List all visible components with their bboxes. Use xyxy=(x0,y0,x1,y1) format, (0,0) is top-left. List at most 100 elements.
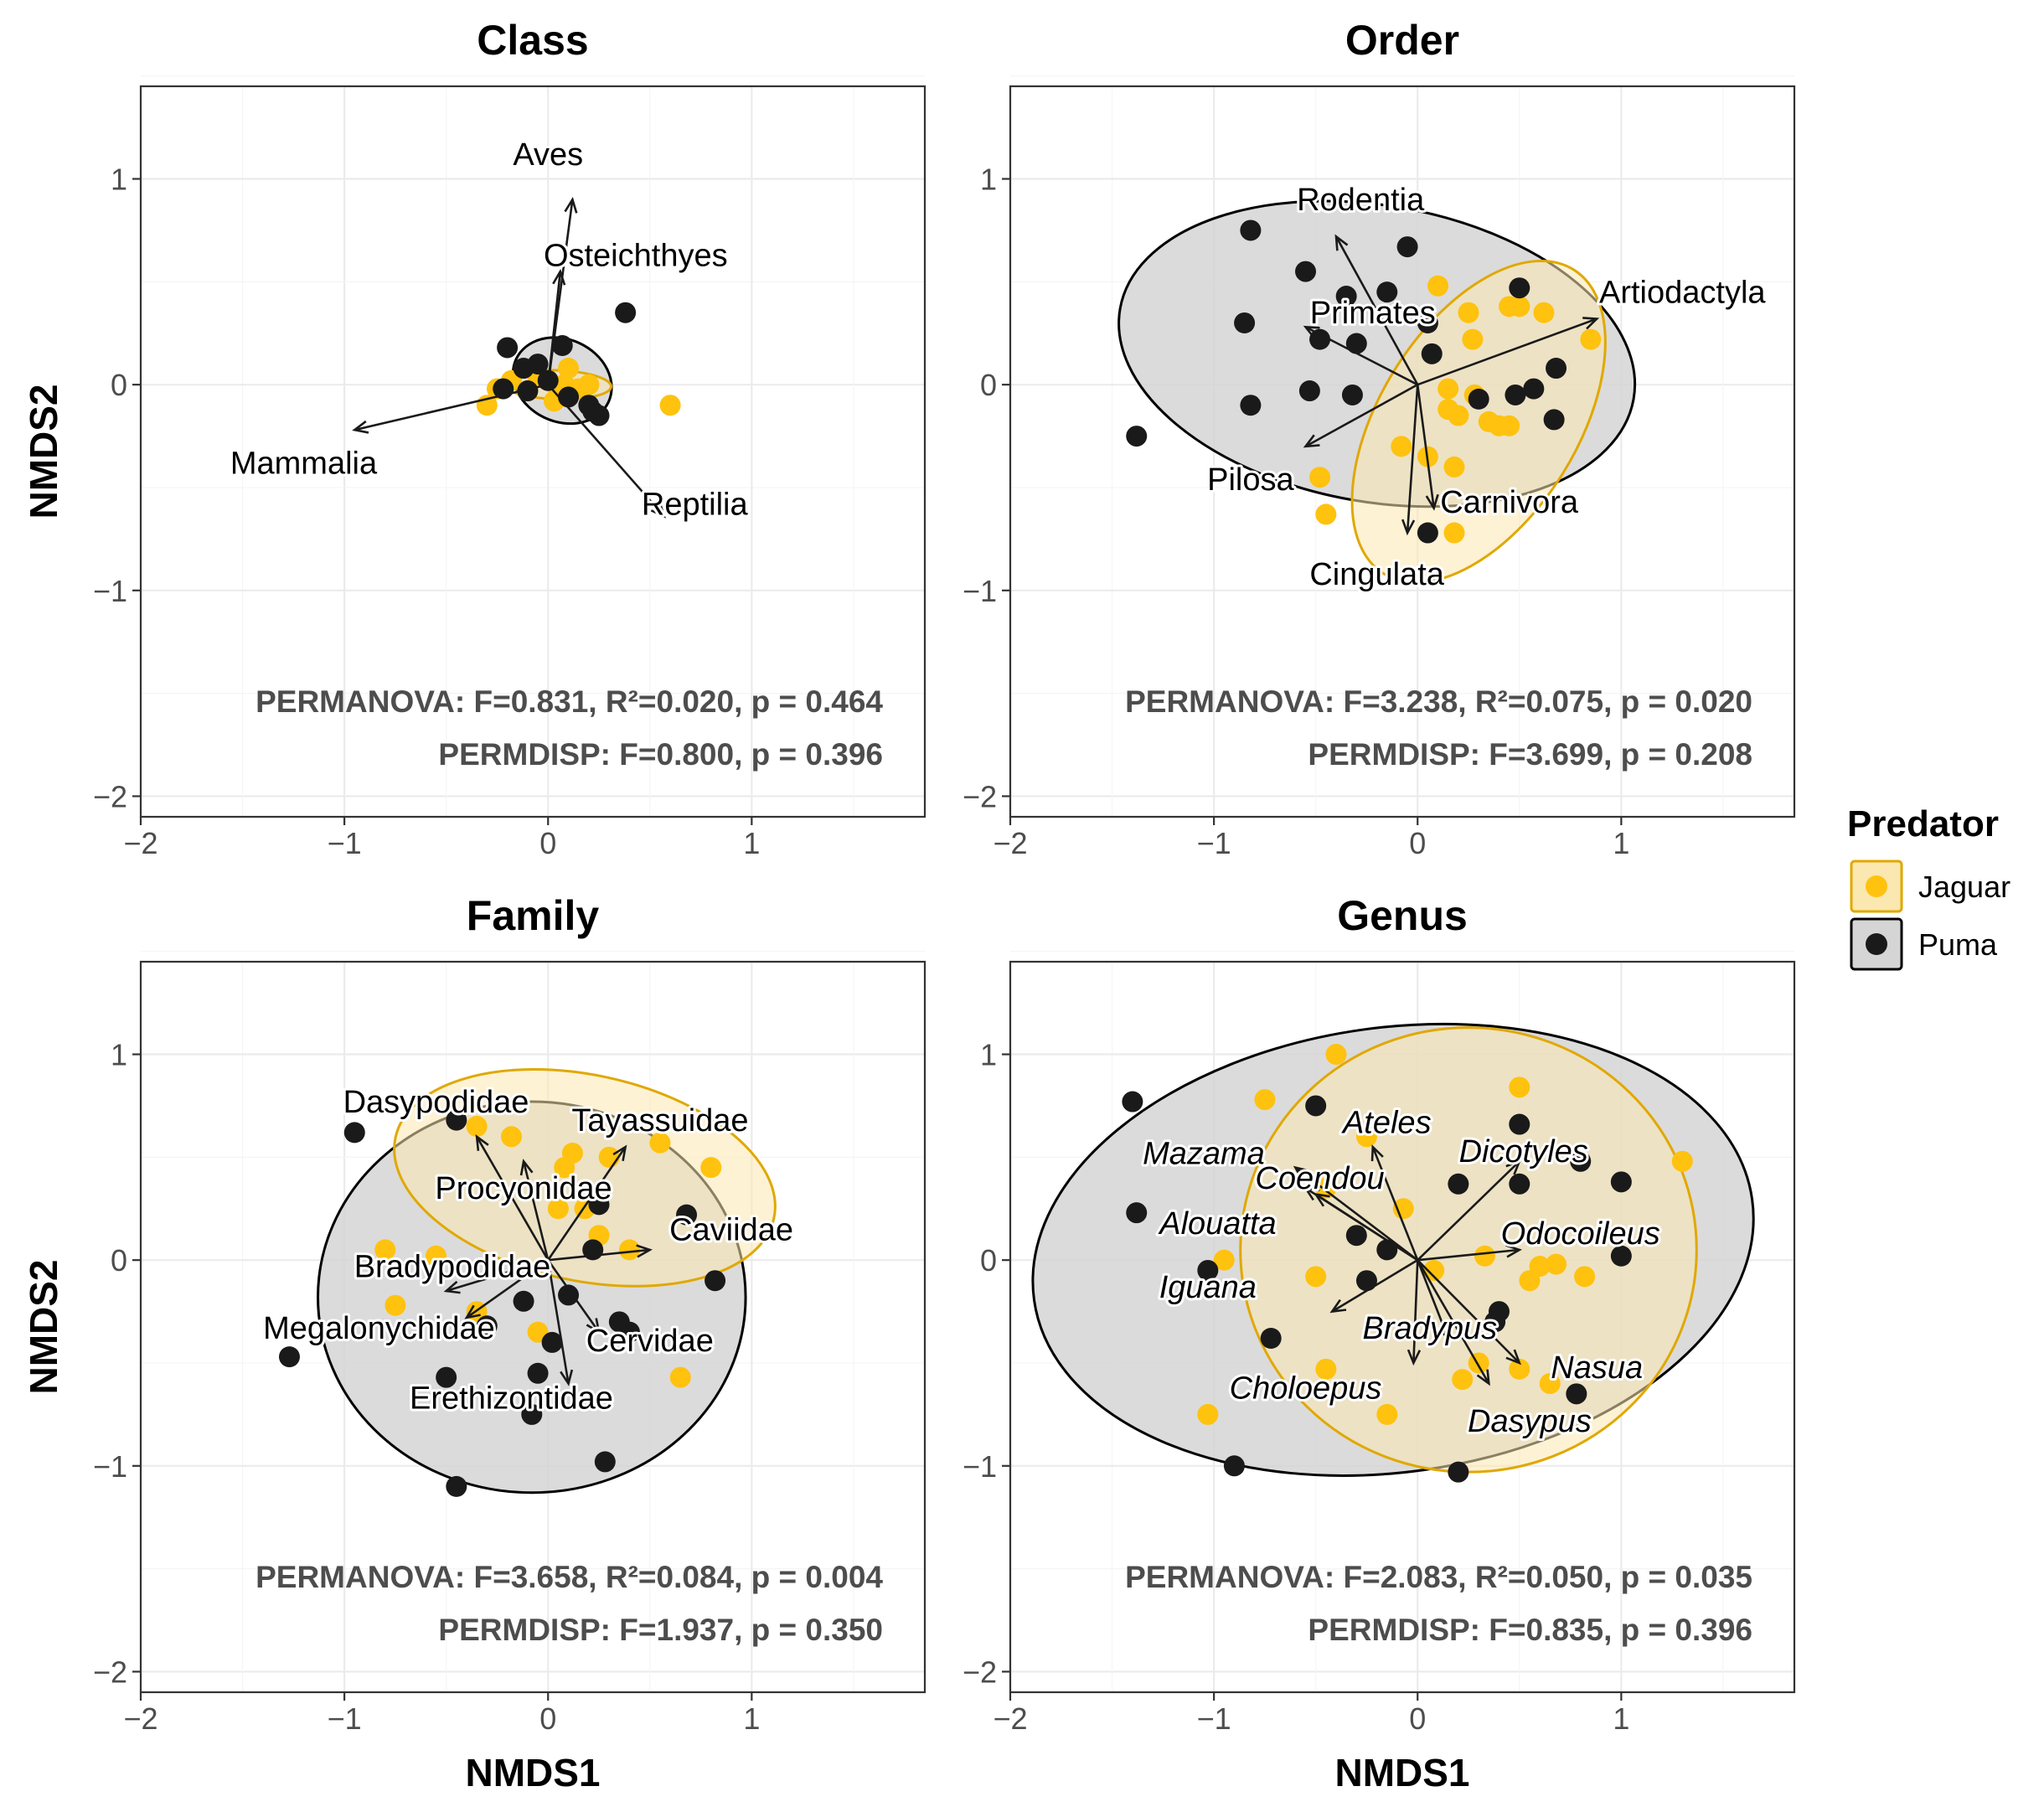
point-jaguar xyxy=(1309,467,1331,488)
vector-arrow xyxy=(546,271,562,385)
vector-label: Osteichthyes xyxy=(544,238,728,273)
point-jaguar xyxy=(1533,302,1555,323)
vector-arrow xyxy=(547,1259,601,1333)
vector-arrowhead xyxy=(352,420,369,434)
point-puma xyxy=(1421,343,1443,364)
vector-arrowhead xyxy=(1313,1192,1330,1207)
y-tick-label: 0 xyxy=(980,1243,997,1278)
legend: Predator Jaguar Puma xyxy=(1847,803,2010,971)
vector-arrowhead xyxy=(612,1144,627,1162)
x-tick-label: −1 xyxy=(328,1701,362,1736)
point-jaguar xyxy=(1391,436,1412,457)
vector-arrow xyxy=(1417,1248,1520,1262)
permanova-text: PERMANOVA: F=3.238, R²=0.075, p = 0.020 xyxy=(1125,684,1752,719)
vector-arrowhead xyxy=(1303,434,1320,448)
point-puma xyxy=(1509,1173,1530,1195)
vector-arrow xyxy=(547,384,665,518)
legend-key-jaguar xyxy=(1850,860,1903,913)
vector-label: Primates xyxy=(1310,296,1436,331)
point-puma xyxy=(594,1451,616,1473)
panel-title: Order xyxy=(1345,17,1459,64)
y-tick-label: −2 xyxy=(963,779,997,813)
vector-label: Cingulata xyxy=(1309,557,1444,592)
plot-content: Aves Osteichthyes Mammalia Reptilia xyxy=(228,135,751,525)
point-puma xyxy=(615,302,637,323)
point-jaguar xyxy=(669,1366,691,1388)
vector-label: Choloepus xyxy=(1230,1371,1382,1406)
point-puma xyxy=(1309,328,1331,350)
vector-arrowhead xyxy=(560,1369,574,1386)
vector-label: Caviidae xyxy=(669,1212,793,1247)
point-puma xyxy=(1523,378,1545,400)
vector-arrow xyxy=(1412,1260,1419,1364)
vector-label: Reptilia xyxy=(642,488,749,523)
vector-arrow xyxy=(1406,385,1419,534)
point-puma xyxy=(1341,384,1363,405)
point-jaguar xyxy=(1580,328,1602,350)
vector-arrowhead xyxy=(1505,1349,1522,1366)
point-puma xyxy=(527,1362,549,1384)
point-jaguar xyxy=(1509,1358,1530,1380)
legend-label-puma: Puma xyxy=(1918,927,1998,962)
vector-label: Alouatta xyxy=(1158,1206,1276,1242)
y-tick-label: −1 xyxy=(963,1449,997,1484)
point-puma xyxy=(1126,1202,1148,1224)
vector-label: Dicotyles xyxy=(1459,1134,1588,1169)
permanova-text: PERMANOVA: F=0.831, R²=0.020, p = 0.464 xyxy=(256,684,883,719)
point-puma xyxy=(676,1204,698,1226)
permanova-text: PERMANOVA: F=3.658, R²=0.084, p = 0.004 xyxy=(256,1560,883,1594)
vector-arrowhead xyxy=(1329,1298,1347,1314)
point-jaguar xyxy=(1452,1369,1474,1391)
vector-arrow xyxy=(546,1259,570,1384)
point-jaguar xyxy=(385,1294,406,1316)
point-puma xyxy=(1260,1328,1282,1350)
point-puma xyxy=(1335,286,1357,307)
vector-label: Pilosa xyxy=(1207,462,1294,498)
point-jaguar xyxy=(1315,503,1337,525)
plot-border xyxy=(1009,960,1796,1694)
vector-arrow xyxy=(548,1248,650,1262)
vector-arrowhead xyxy=(1303,325,1320,339)
point-jaguar xyxy=(1254,1089,1276,1111)
point-puma xyxy=(513,1290,534,1312)
y-tick-label: 1 xyxy=(980,1038,997,1072)
point-puma xyxy=(1570,1150,1592,1172)
point-jaguar xyxy=(1671,1150,1693,1172)
vector-label: Iguana xyxy=(1159,1270,1257,1305)
point-puma xyxy=(1240,219,1262,241)
point-jaguar xyxy=(1468,1352,1489,1374)
permdisp-text: PERMDISP: F=1.937, p = 0.350 xyxy=(438,1613,883,1647)
point-puma xyxy=(1355,1270,1377,1292)
point-jaguar xyxy=(1499,415,1520,436)
point-puma xyxy=(517,380,539,402)
x-tick-label: 0 xyxy=(1409,1701,1426,1736)
permdisp-text: PERMDISP: F=0.835, p = 0.396 xyxy=(1308,1613,1752,1647)
point-puma xyxy=(436,1366,457,1388)
point-puma xyxy=(1376,281,1398,303)
vector-arrow xyxy=(1416,384,1435,509)
x-tick-label: −1 xyxy=(1197,826,1231,860)
plot-border xyxy=(1009,85,1796,818)
point-puma xyxy=(476,1315,498,1337)
vector-label: Megalonychidae xyxy=(263,1311,495,1346)
point-puma xyxy=(343,1122,365,1144)
panel-title: Class xyxy=(477,17,588,64)
point-puma xyxy=(1566,1383,1587,1405)
point-jaguar xyxy=(1546,1253,1567,1275)
point-jaguar xyxy=(1462,328,1484,350)
vector-arrowhead xyxy=(1425,493,1439,511)
plot-content: Rodentia Primates Artiodactyla Pilosa Carniv… xyxy=(1117,180,1768,595)
vector-arrow xyxy=(1417,1259,1520,1364)
legend-key-puma xyxy=(1850,917,1903,971)
vector-arrow xyxy=(1304,384,1418,447)
vector-label: Rodentia xyxy=(1297,183,1425,218)
point-puma xyxy=(618,1321,640,1343)
point-jaguar xyxy=(1355,1126,1377,1148)
point-puma xyxy=(1345,333,1367,354)
point-puma xyxy=(1417,312,1438,333)
y-tick-label: 0 xyxy=(111,1243,127,1278)
vector-label: Procyonidae xyxy=(435,1171,612,1206)
plot-border xyxy=(139,960,927,1694)
vector-label: Dasypus xyxy=(1468,1404,1592,1439)
point-puma xyxy=(1509,1113,1530,1135)
